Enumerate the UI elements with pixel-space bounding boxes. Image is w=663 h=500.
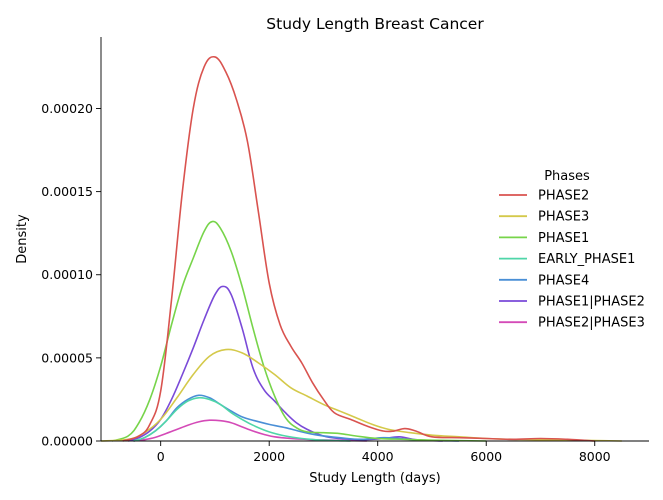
legend-item-phase1-phase2: PHASE1|PHASE2 xyxy=(499,295,645,310)
legend-label: PHASE1 xyxy=(538,231,589,246)
y-tick-label: 0.00005 xyxy=(41,350,93,365)
chart-title: Study Length Breast Cancer xyxy=(266,15,484,33)
series-line-phase4 xyxy=(133,394,460,442)
legend-item-phase3: PHASE3 xyxy=(499,210,589,225)
y-tick-label: 0.00000 xyxy=(41,434,93,449)
legend-label: PHASE2 xyxy=(538,189,589,204)
legend-label: PHASE2|PHASE3 xyxy=(538,316,645,331)
series-line-phase2 xyxy=(122,55,595,442)
series-line-phase1 xyxy=(111,220,487,442)
legend-item-phase4: PHASE4 xyxy=(499,273,589,288)
legend-title: Phases xyxy=(544,169,590,184)
y-tick-label: 0.00015 xyxy=(41,184,93,199)
x-tick-label: 4000 xyxy=(362,449,394,464)
y-axis-ticks: 0.00000 0.00005 0.00010 0.00015 0.00020 xyxy=(41,101,101,449)
x-tick-label: 8000 xyxy=(579,449,611,464)
legend-item-phase1: PHASE1 xyxy=(499,231,589,246)
x-axis-label: Study Length (days) xyxy=(309,471,440,486)
series-line-early-phase1 xyxy=(133,396,351,442)
legend-item-early-phase1: EARLY_PHASE1 xyxy=(499,252,635,267)
y-tick-label: 0.00020 xyxy=(41,101,93,116)
x-tick-label: 6000 xyxy=(470,449,502,464)
legend: Phases PHASE2PHASE3PHASE1EARLY_PHASE1PHA… xyxy=(499,169,645,331)
legend-label: PHASE4 xyxy=(538,273,589,288)
legend-item-phase2: PHASE2 xyxy=(499,189,589,204)
legend-item-phase2-phase3: PHASE2|PHASE3 xyxy=(499,316,645,331)
x-tick-label: 0 xyxy=(157,449,165,464)
series-layer xyxy=(100,55,622,442)
legend-label: EARLY_PHASE1 xyxy=(538,252,635,267)
y-axis-label: Density xyxy=(15,214,30,264)
legend-items: PHASE2 PHASE3 PHASE1 EARLY_PHASE1 PHASE4 PHAS… xyxy=(499,189,645,331)
x-tick-label: 2000 xyxy=(253,449,285,464)
series-line-phase2-phase3 xyxy=(133,419,367,442)
y-tick-label: 0.00010 xyxy=(41,267,93,282)
series-line-phase3 xyxy=(100,348,622,442)
x-axis-ticks: 0 2000 4000 6000 8000 xyxy=(157,441,611,464)
legend-label: PHASE3 xyxy=(538,210,589,225)
legend-label: PHASE1|PHASE2 xyxy=(538,295,645,310)
